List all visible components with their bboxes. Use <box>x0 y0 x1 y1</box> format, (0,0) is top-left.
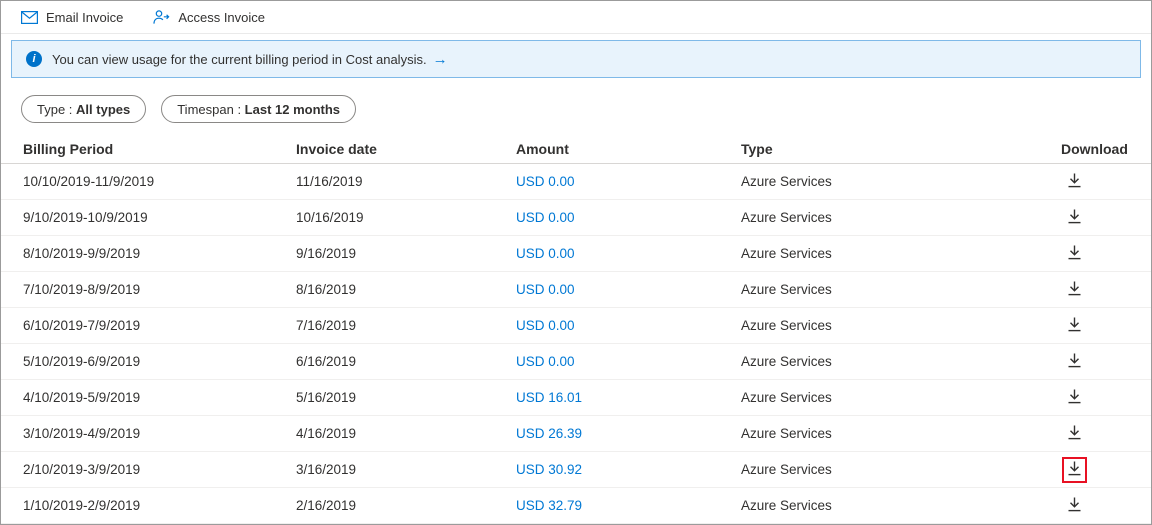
amount-link[interactable]: USD 0.00 <box>516 282 575 297</box>
invoice-date-cell: 4/16/2019 <box>296 426 357 441</box>
type-cell: Azure Services <box>741 390 832 405</box>
invoice-date-cell: 10/16/2019 <box>296 210 364 225</box>
email-invoice-button[interactable]: Email Invoice <box>21 10 123 25</box>
invoice-date-cell: 9/16/2019 <box>296 246 357 261</box>
download-invoice-button[interactable] <box>1062 456 1087 483</box>
download-icon <box>1068 317 1081 335</box>
billing-period-cell: 6/10/2019-7/9/2019 <box>23 318 141 333</box>
type-cell: Azure Services <box>741 210 832 225</box>
download-invoice-button[interactable] <box>1062 205 1087 231</box>
type-cell: Azure Services <box>741 318 832 333</box>
amount-link[interactable]: USD 0.00 <box>516 354 575 369</box>
download-invoice-button[interactable] <box>1062 241 1087 267</box>
download-invoice-button[interactable] <box>1062 313 1087 339</box>
timespan-filter-pill[interactable]: Timespan : Last 12 months <box>161 95 357 123</box>
header-type: Type <box>741 140 773 157</box>
type-filter-value: All types <box>76 101 131 117</box>
billing-period-cell: 2/10/2019-3/9/2019 <box>23 462 141 477</box>
billing-period-cell: 1/10/2019-2/9/2019 <box>23 498 141 513</box>
download-invoice-button[interactable] <box>1062 169 1087 195</box>
type-filter-pill[interactable]: Type : All types <box>21 95 147 123</box>
download-icon <box>1068 281 1081 299</box>
invoice-date-cell: 8/16/2019 <box>296 282 357 297</box>
billing-period-cell: 8/10/2019-9/9/2019 <box>23 246 141 261</box>
download-icon <box>1068 389 1081 407</box>
invoice-row: 8/10/2019-9/9/2019 9/16/2019 USD 0.00 Az… <box>1 236 1151 272</box>
type-filter-label: Type <box>37 101 66 117</box>
timespan-filter-label: Timespan <box>177 101 234 117</box>
invoice-row: 7/10/2019-8/9/2019 8/16/2019 USD 0.00 Az… <box>1 272 1151 308</box>
invoice-row: 3/10/2019-4/9/2019 4/16/2019 USD 26.39 A… <box>1 416 1151 452</box>
download-icon <box>1068 497 1081 515</box>
type-cell: Azure Services <box>741 354 832 369</box>
invoice-row: 1/10/2019-2/9/2019 2/16/2019 USD 32.79 A… <box>1 488 1151 524</box>
download-icon <box>1068 209 1081 227</box>
banner-text: You can view usage for the current billi… <box>52 51 427 67</box>
amount-link[interactable]: USD 30.92 <box>516 462 583 477</box>
invoice-row: 9/10/2019-10/9/2019 10/16/2019 USD 0.00 … <box>1 200 1151 236</box>
email-invoice-label: Email Invoice <box>46 9 124 25</box>
invoice-row: 4/10/2019-5/9/2019 5/16/2019 USD 16.01 A… <box>1 380 1151 416</box>
invoice-date-cell: 3/16/2019 <box>296 462 357 477</box>
amount-link[interactable]: USD 16.01 <box>516 390 583 405</box>
table-header-row: Billing Period Invoice date Amount Type … <box>1 134 1151 164</box>
amount-link[interactable]: USD 0.00 <box>516 174 575 189</box>
download-icon <box>1068 353 1081 371</box>
invoice-row: 2/10/2019-3/9/2019 3/16/2019 USD 30.92 A… <box>1 452 1151 488</box>
access-invoice-label: Access Invoice <box>178 9 266 25</box>
download-invoice-button[interactable] <box>1062 385 1087 411</box>
billing-period-cell: 4/10/2019-5/9/2019 <box>23 390 141 405</box>
info-icon: i <box>26 51 42 67</box>
amount-link[interactable]: USD 32.79 <box>516 498 583 513</box>
invoice-date-cell: 7/16/2019 <box>296 318 357 333</box>
invoice-date-cell: 11/16/2019 <box>296 174 363 189</box>
amount-link[interactable]: USD 0.00 <box>516 210 575 225</box>
person-access-icon <box>153 9 170 25</box>
download-invoice-button[interactable] <box>1062 277 1087 303</box>
command-bar: Email Invoice Access Invoice <box>1 1 1151 34</box>
amount-link[interactable]: USD 0.00 <box>516 318 575 333</box>
timespan-filter-value: Last 12 months <box>244 101 341 117</box>
header-invoice-date: Invoice date <box>296 140 377 157</box>
billing-period-cell: 7/10/2019-8/9/2019 <box>23 282 141 297</box>
type-cell: Azure Services <box>741 174 832 189</box>
billing-period-cell: 10/10/2019-11/9/2019 <box>23 174 155 189</box>
download-icon <box>1068 245 1081 263</box>
type-cell: Azure Services <box>741 282 832 297</box>
billing-period-cell: 9/10/2019-10/9/2019 <box>23 210 148 225</box>
amount-link[interactable]: USD 0.00 <box>516 246 575 261</box>
access-invoice-button[interactable]: Access Invoice <box>153 10 265 25</box>
invoice-table-body: 10/10/2019-11/9/2019 11/16/2019 USD 0.00… <box>1 164 1151 524</box>
cost-analysis-link-arrow[interactable]: → <box>432 50 448 68</box>
download-icon <box>1068 425 1081 443</box>
invoice-row: 5/10/2019-6/9/2019 6/16/2019 USD 0.00 Az… <box>1 344 1151 380</box>
invoice-table: Billing Period Invoice date Amount Type … <box>1 134 1151 524</box>
email-icon <box>21 10 38 24</box>
invoice-date-cell: 5/16/2019 <box>296 390 357 405</box>
info-banner: i You can view usage for the current bil… <box>11 40 1141 78</box>
filter-bar: Type : All types Timespan : Last 12 mont… <box>1 78 1151 134</box>
billing-period-cell: 3/10/2019-4/9/2019 <box>23 426 141 441</box>
download-invoice-button[interactable] <box>1062 421 1087 447</box>
type-cell: Azure Services <box>741 498 832 513</box>
invoice-row: 10/10/2019-11/9/2019 11/16/2019 USD 0.00… <box>1 164 1151 200</box>
invoice-date-cell: 2/16/2019 <box>296 498 357 513</box>
download-invoice-button[interactable] <box>1062 493 1087 519</box>
header-download: Download <box>1061 140 1128 157</box>
download-invoice-button[interactable] <box>1062 349 1087 375</box>
header-billing-period: Billing Period <box>23 140 114 157</box>
download-icon <box>1068 461 1081 479</box>
type-cell: Azure Services <box>741 462 832 477</box>
type-cell: Azure Services <box>741 426 832 441</box>
invoice-date-cell: 6/16/2019 <box>296 354 357 369</box>
type-cell: Azure Services <box>741 246 832 261</box>
amount-link[interactable]: USD 26.39 <box>516 426 583 441</box>
download-icon <box>1068 173 1081 191</box>
header-amount: Amount <box>516 140 569 157</box>
invoice-row: 6/10/2019-7/9/2019 7/16/2019 USD 0.00 Az… <box>1 308 1151 344</box>
billing-period-cell: 5/10/2019-6/9/2019 <box>23 354 141 369</box>
